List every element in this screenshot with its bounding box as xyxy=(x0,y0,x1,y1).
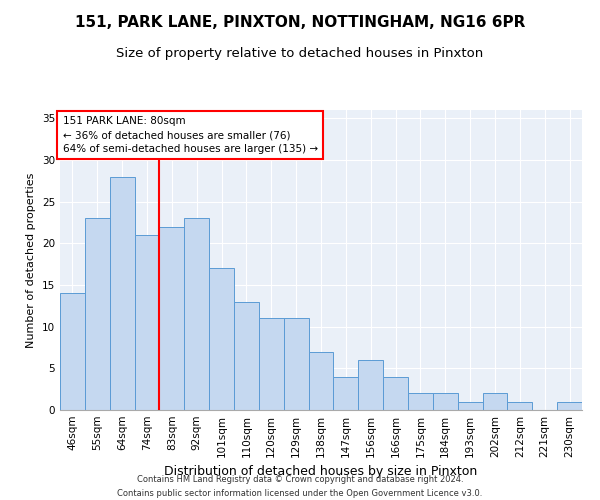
Bar xyxy=(184,218,209,410)
Bar xyxy=(458,402,482,410)
Bar xyxy=(209,268,234,410)
Bar xyxy=(259,318,284,410)
Bar xyxy=(85,218,110,410)
Bar xyxy=(334,376,358,410)
Bar xyxy=(433,394,458,410)
Text: 151, PARK LANE, PINXTON, NOTTINGHAM, NG16 6PR: 151, PARK LANE, PINXTON, NOTTINGHAM, NG1… xyxy=(75,15,525,30)
X-axis label: Distribution of detached houses by size in Pinxton: Distribution of detached houses by size … xyxy=(164,466,478,478)
Text: Contains HM Land Registry data © Crown copyright and database right 2024.
Contai: Contains HM Land Registry data © Crown c… xyxy=(118,476,482,498)
Bar xyxy=(60,294,85,410)
Bar xyxy=(482,394,508,410)
Bar xyxy=(110,176,134,410)
Bar xyxy=(134,235,160,410)
Text: 151 PARK LANE: 80sqm
← 36% of detached houses are smaller (76)
64% of semi-detac: 151 PARK LANE: 80sqm ← 36% of detached h… xyxy=(62,116,318,154)
Y-axis label: Number of detached properties: Number of detached properties xyxy=(26,172,37,348)
Text: Size of property relative to detached houses in Pinxton: Size of property relative to detached ho… xyxy=(116,48,484,60)
Bar xyxy=(383,376,408,410)
Bar xyxy=(160,226,184,410)
Bar xyxy=(234,302,259,410)
Bar xyxy=(358,360,383,410)
Bar xyxy=(408,394,433,410)
Bar xyxy=(308,352,334,410)
Bar xyxy=(284,318,308,410)
Bar xyxy=(557,402,582,410)
Bar xyxy=(508,402,532,410)
